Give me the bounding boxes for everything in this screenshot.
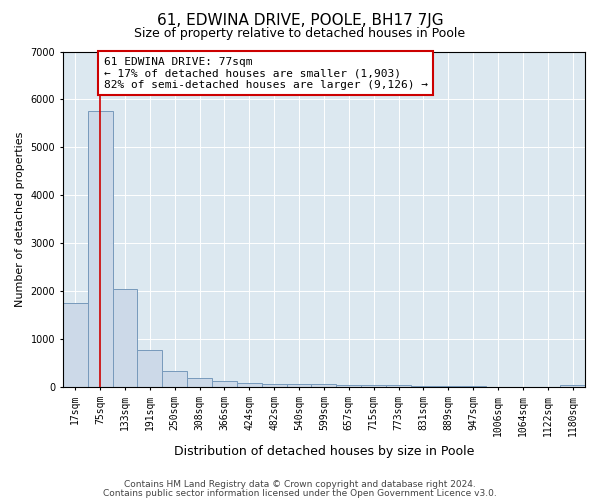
Text: Contains public sector information licensed under the Open Government Licence v3: Contains public sector information licen… — [103, 488, 497, 498]
Text: Size of property relative to detached houses in Poole: Size of property relative to detached ho… — [134, 28, 466, 40]
Bar — [63, 304, 88, 388]
Text: Contains HM Land Registry data © Crown copyright and database right 2024.: Contains HM Land Registry data © Crown c… — [124, 480, 476, 489]
Bar — [386, 386, 411, 388]
Bar — [212, 381, 237, 388]
Text: 61, EDWINA DRIVE, POOLE, BH17 7JG: 61, EDWINA DRIVE, POOLE, BH17 7JG — [157, 12, 443, 28]
Bar — [560, 384, 585, 388]
Bar — [436, 386, 461, 388]
Bar — [485, 386, 511, 388]
Bar — [337, 384, 361, 388]
Bar — [461, 386, 485, 388]
Bar — [311, 384, 337, 388]
Bar — [411, 386, 436, 388]
Bar — [113, 289, 137, 388]
Bar — [88, 112, 113, 388]
Text: 61 EDWINA DRIVE: 77sqm
← 17% of detached houses are smaller (1,903)
82% of semi-: 61 EDWINA DRIVE: 77sqm ← 17% of detached… — [104, 56, 428, 90]
Bar — [187, 378, 212, 388]
Bar — [162, 370, 187, 388]
Bar — [361, 385, 386, 388]
X-axis label: Distribution of detached houses by size in Poole: Distribution of detached houses by size … — [174, 444, 474, 458]
Bar — [237, 382, 262, 388]
Bar — [262, 384, 287, 388]
Bar — [137, 350, 162, 388]
Y-axis label: Number of detached properties: Number of detached properties — [15, 132, 25, 307]
Bar — [287, 384, 311, 388]
